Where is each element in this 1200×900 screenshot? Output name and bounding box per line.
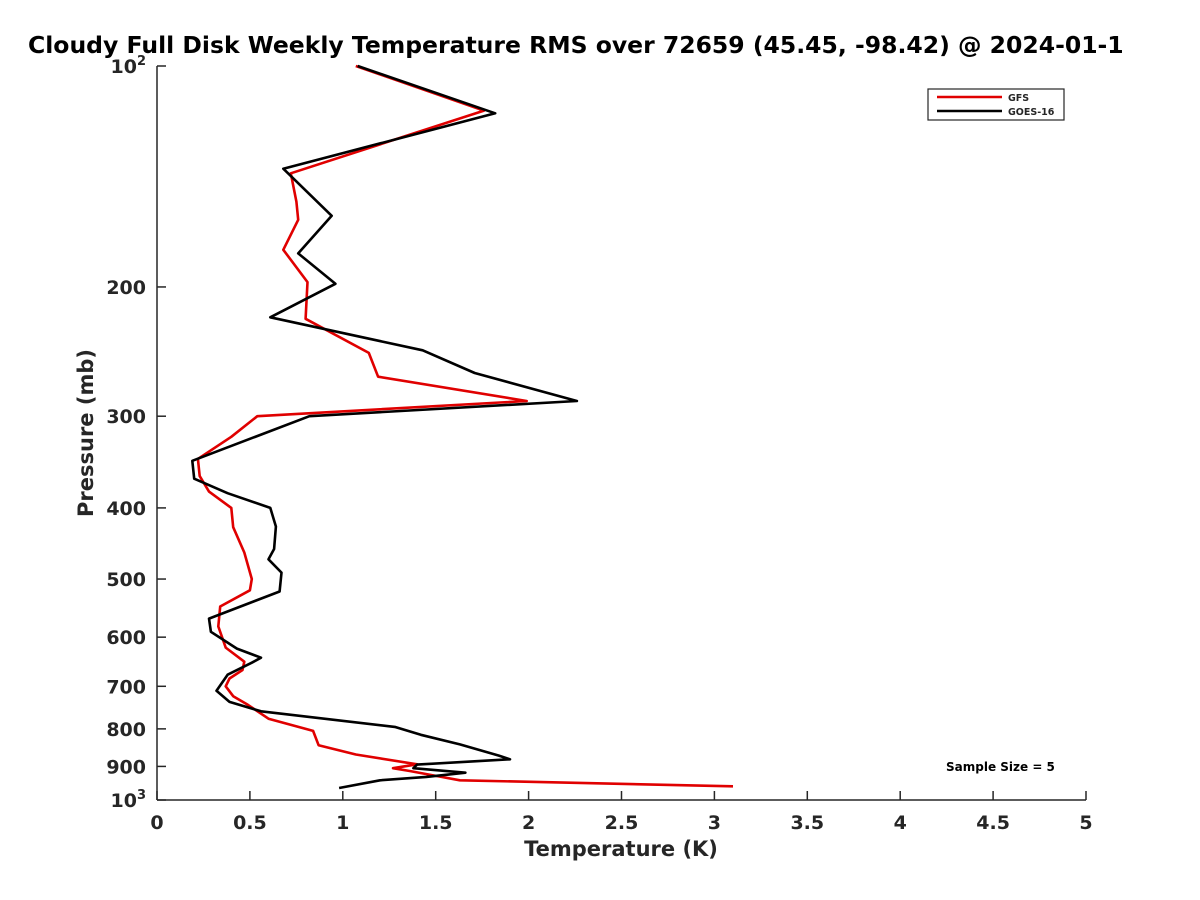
x-tick-label: 1.5: [419, 812, 453, 834]
x-ticks: 0 0.5 1 1.5 2 2.5 3 3.5 4 4.5 5: [150, 791, 1093, 834]
y-tick-label: 500: [106, 569, 146, 591]
y-tick-label-exponent: 2: [137, 54, 146, 69]
x-tick-label: 4.5: [976, 812, 1010, 834]
legend-label-goes-16: GOES-16: [1008, 107, 1055, 118]
x-tick-label: 0: [150, 812, 163, 834]
y-tick-label-exponent: 3: [137, 788, 146, 803]
x-tick-label: 2: [522, 812, 535, 834]
sample-size-annotation: Sample Size = 5: [946, 760, 1055, 774]
y-tick-label: 200: [106, 277, 146, 299]
y-tick-label: 700: [106, 676, 146, 698]
series-line-goes-16: [191, 64, 579, 790]
y-tick-label: 102: [111, 54, 147, 78]
legend-label-gfs: GFS: [1008, 93, 1029, 104]
y-tick-label: 300: [106, 406, 146, 428]
y-tick-label: 900: [106, 756, 146, 778]
chart-title: Cloudy Full Disk Weekly Temperature RMS …: [28, 31, 1124, 59]
x-tick-label: 1: [336, 812, 349, 834]
y-tick-label: 400: [106, 498, 146, 520]
x-axis-label: Temperature (K): [524, 837, 718, 861]
x-tick-label: 0.5: [233, 812, 267, 834]
legend: GFS GOES-16: [927, 88, 1065, 121]
plot-area: 0 0.5 1 1.5 2 2.5 3 3.5 4 4.5 5 102200300400500600…: [106, 54, 1092, 834]
series-group: [191, 64, 734, 790]
x-tick-label: 3: [708, 812, 721, 834]
y-tick-label: 600: [106, 627, 146, 649]
y-tick-label-base: 10: [111, 790, 137, 812]
y-tick-label: 103: [111, 788, 147, 812]
series-line-gfs: [196, 64, 734, 788]
x-tick-label: 4: [894, 812, 907, 834]
x-tick-label: 3.5: [790, 812, 824, 834]
y-tick-label: 800: [106, 719, 146, 741]
x-tick-label: 2.5: [605, 812, 639, 834]
x-tick-label: 5: [1079, 812, 1092, 834]
y-axis-label: Pressure (mb): [74, 349, 98, 517]
legend-box: [927, 88, 1065, 121]
y-tick-label-base: 10: [111, 56, 137, 78]
